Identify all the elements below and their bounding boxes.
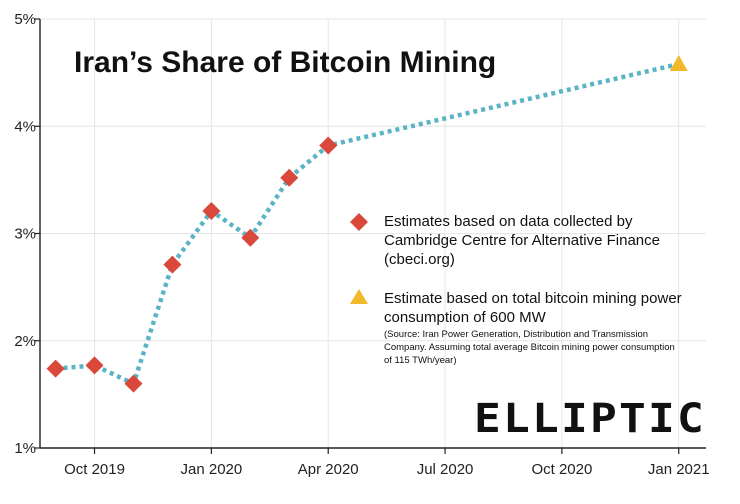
elliptic-logo-text: ELLIPTIC (474, 396, 706, 442)
data-point-diamond (241, 228, 260, 247)
x-tick-label: Apr 2020 (298, 461, 359, 478)
data-point-diamond (163, 255, 182, 274)
legend: Estimates based on data collected by Cam… (350, 213, 682, 366)
data-point-diamond (124, 374, 143, 393)
legend-item-1-line-2: Cambridge Centre for Alternative Finance (384, 232, 660, 249)
legend-item-2-note-line-3: of 115 TWh/year) (384, 355, 457, 366)
marker-layer (46, 55, 688, 393)
chart-title: Iran’s Share of Bitcoin Mining (74, 46, 496, 79)
legend-triangle-marker (350, 289, 368, 304)
data-point-diamond (46, 359, 65, 378)
legend-item-1-line-1: Estimates based on data collected by (384, 213, 633, 230)
y-tick-label: 4% (14, 118, 36, 135)
y-tick-label: 5% (14, 11, 36, 28)
legend-item-2-note-line-2: Company. Assuming total average Bitcoin … (384, 342, 675, 353)
x-tick-label: Oct 2020 (531, 461, 592, 478)
y-tick-label: 1% (14, 440, 36, 457)
y-tick-label: 2% (14, 333, 36, 350)
x-tick-label: Jan 2020 (181, 461, 243, 478)
legend-item-2-line-1: Estimate based on total bitcoin mining p… (384, 290, 682, 307)
x-tick-label: Jul 2020 (417, 461, 474, 478)
legend-item-1-line-3: (cbeci.org) (384, 251, 455, 268)
elliptic-logo: ELLIPTIC (474, 396, 706, 442)
x-tick-label: Oct 2019 (64, 461, 125, 478)
x-tick-label: Jan 2021 (648, 461, 710, 478)
legend-diamond-marker (350, 213, 368, 231)
data-point-diamond (85, 356, 104, 375)
data-point-diamond (280, 168, 299, 187)
legend-item-2-line-2: consumption of 600 MW (384, 309, 547, 326)
grid-layer (40, 18, 706, 448)
data-point-triangle (669, 55, 688, 72)
axes-layer: 1% 2% 3% 4% 5% Oct 2019 Jan 2020 Apr 2020 Jul 20… (14, 11, 709, 478)
y-tick-label: 3% (14, 226, 36, 243)
data-point-diamond (319, 136, 338, 155)
legend-item-2-note-line-1: (Source: Iran Power Generation, Distribu… (384, 329, 648, 340)
data-point-diamond (202, 201, 221, 220)
